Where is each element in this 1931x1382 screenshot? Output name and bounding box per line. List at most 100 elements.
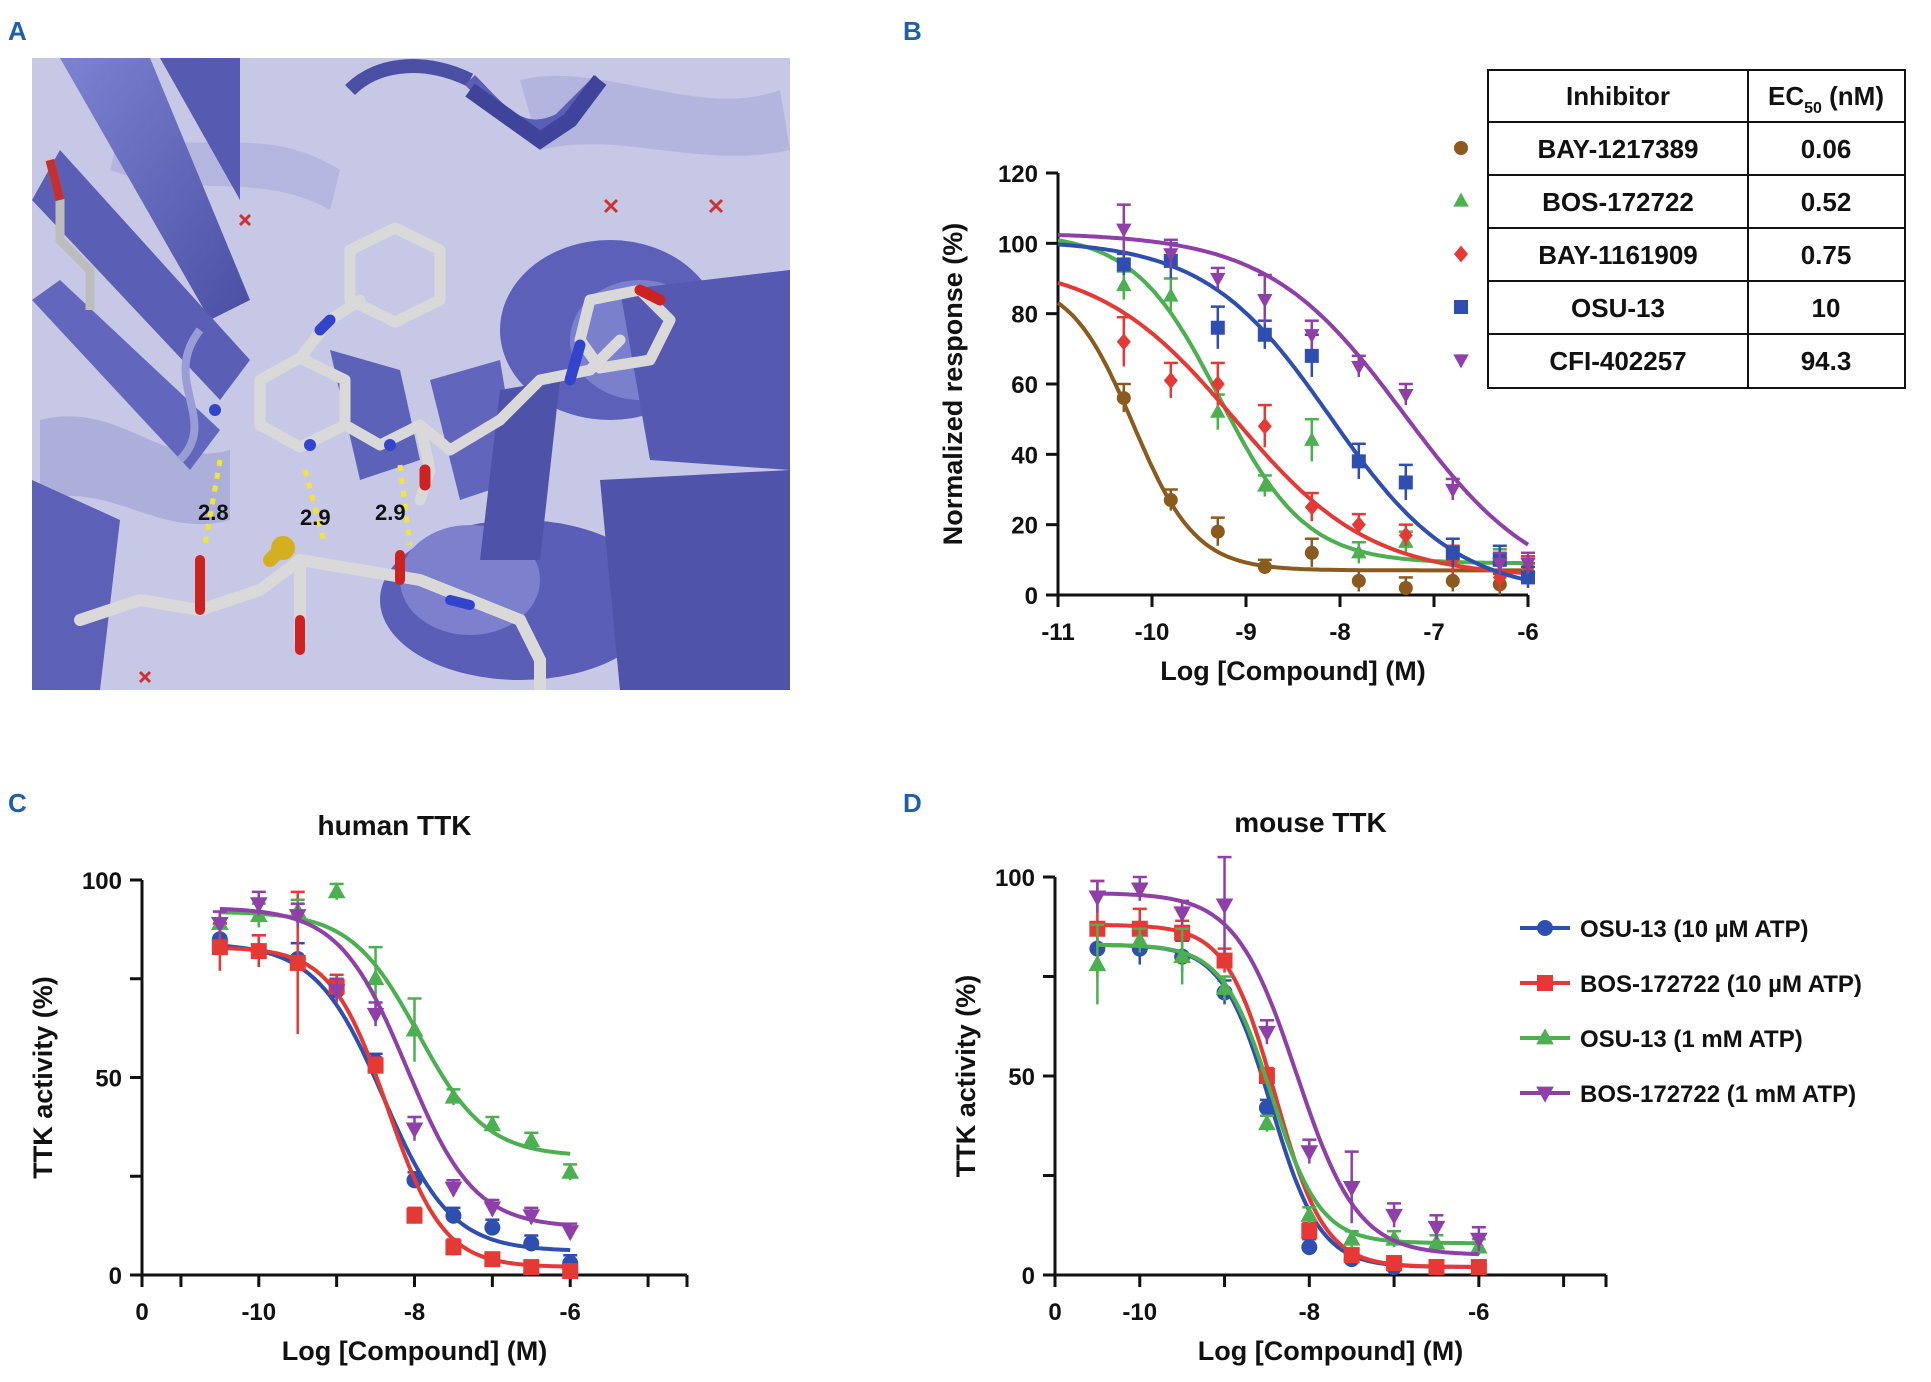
structure-image: 2.8 2.9 2.9 <box>32 58 790 690</box>
table-ec50-value: 0.75 <box>1801 240 1852 270</box>
chart-b-xtick-label: -10 <box>1135 619 1170 646</box>
chart-d-series-0 <box>1089 931 1487 1276</box>
legend-marker <box>1537 920 1553 936</box>
chart-d-data-point <box>1088 890 1107 907</box>
chart-d-data-point <box>1342 1229 1361 1246</box>
table-inhibitor-name: BAY-1161909 <box>1538 240 1698 270</box>
chart-d-xtick-label: -6 <box>1468 1299 1489 1326</box>
chart-c-data-point <box>523 1259 540 1276</box>
panel-label-b: B <box>903 16 922 46</box>
chart-d-ytick-label: 0 <box>1022 1263 1035 1290</box>
chart-b-ylabel: Normalized response (%) <box>938 223 968 546</box>
chart-b-data-point <box>1163 287 1179 302</box>
chart-c-data-point <box>405 1020 424 1037</box>
chart-d-xlabel: Log [Compound] (M) <box>1198 1336 1463 1366</box>
chart-d-data-point <box>1130 882 1149 899</box>
chart-d-ytick-label: 100 <box>995 865 1035 892</box>
beta-strand-1 <box>60 58 250 320</box>
chart-d-data-point <box>1470 1232 1488 1249</box>
chart-b-data-point <box>1351 573 1366 588</box>
chart-d-ylabel: TTK activity (%) <box>951 975 981 1178</box>
legend-marker <box>1536 1086 1554 1103</box>
panel-label-d: D <box>903 788 922 818</box>
chart-c-ylabel: TTK activity (%) <box>28 976 58 1179</box>
chart-b-xtick-label: -11 <box>1041 619 1074 646</box>
chart-b-data-point <box>1304 498 1319 516</box>
chart-d-xtick-label: -8 <box>1299 1299 1320 1326</box>
chart-d-data-point <box>1343 1247 1360 1264</box>
chart-c-data-point <box>366 969 385 986</box>
chart-b-ytick-label: 100 <box>998 231 1038 258</box>
chart-d-data-point <box>1342 1181 1361 1198</box>
chart-b-data-point <box>1257 294 1273 308</box>
chart-c-data-point <box>484 1251 501 1268</box>
chart-b-xlabel: Log [Compound] (M) <box>1160 656 1425 686</box>
distance-label-1: 2.8 <box>198 500 229 525</box>
table-inhibitor-name: OSU-13 <box>1571 293 1665 323</box>
chart-b: 0 20 40 60 80 100 120 -11 -10 -9 -8 -7 -6 Log [Compou… <box>938 161 1539 686</box>
chart-d-fit-line <box>1097 942 1479 1246</box>
distance-label-3: 2.9 <box>375 500 406 525</box>
chart-c-data-point <box>444 1087 463 1104</box>
chart-b-series-4 <box>1057 203 1536 574</box>
chart-d-data-point <box>1427 1233 1446 1250</box>
chart-c-series-3 <box>211 890 580 1242</box>
chart-c-data-point <box>406 1207 423 1224</box>
table-marker <box>1453 192 1469 207</box>
chart-b-series-1 <box>1057 238 1536 578</box>
chart-c-series-1 <box>211 890 579 1280</box>
chart-b-xtick-label: -8 <box>1329 619 1350 646</box>
table-ec50-value: 10 <box>1812 293 1841 323</box>
chart-b-data-point <box>1210 403 1226 418</box>
chart-d-data-point <box>1300 1145 1319 1162</box>
chart-c-data-point <box>327 984 346 1001</box>
chart-b-data-point <box>1116 391 1131 406</box>
legend-label: BOS-172722 (10 µM ATP) <box>1580 971 1862 998</box>
legend-label: OSU-13 (10 µM ATP) <box>1580 916 1809 943</box>
chart-b-data-point <box>1351 360 1367 375</box>
table-marker <box>1454 141 1468 155</box>
chart-c-data-point <box>211 917 229 934</box>
table-header-inhibitor: Inhibitor <box>1566 81 1670 111</box>
chart-b-data-point <box>1116 277 1132 292</box>
chart-b-data-point <box>1210 272 1226 287</box>
legend-label: OSU-13 (1 mM ATP) <box>1580 1026 1803 1053</box>
chart-b-data-point <box>1445 573 1460 588</box>
chart-c-data-point <box>288 909 307 926</box>
chart-d-data-point <box>1470 1259 1487 1276</box>
table-inhibitor-name: BAY-1217389 <box>1538 134 1699 164</box>
chart-c-xlabel: Log [Compound] (M) <box>282 1336 547 1366</box>
legend-marker <box>1536 1028 1554 1045</box>
chart-b-data-point <box>1163 248 1179 263</box>
chart-b-ytick-label: 0 <box>1025 583 1038 610</box>
chart-d-data-point <box>1300 1205 1319 1222</box>
table-header-ec50: EC50 (nM) <box>1768 81 1884 117</box>
chart-b-data-point <box>1351 544 1367 559</box>
chart-c-data-point <box>444 1181 463 1198</box>
chart-d-series-3 <box>1088 855 1488 1257</box>
chart-c-data-point <box>289 954 306 971</box>
chart-d-title: mouse TTK <box>1234 807 1386 838</box>
chart-c-data-point <box>522 1131 541 1148</box>
chart-b-data-point <box>1210 524 1225 539</box>
chart-c-ytick-label: 0 <box>109 1263 122 1290</box>
chart-b-ytick-label: 80 <box>1011 302 1038 329</box>
chart-b-data-point <box>1257 477 1273 492</box>
hydrogen-bonds <box>202 459 413 546</box>
chart-c-fit-line <box>219 910 571 1156</box>
table-marker <box>1454 300 1468 314</box>
table-header-ec: EC <box>1768 81 1804 111</box>
chart-b-xtick-label: -6 <box>1517 619 1538 646</box>
table-marker <box>1454 245 1468 263</box>
chart-d-data-point <box>1258 1099 1275 1116</box>
legend-d: OSU-13 (10 µM ATP) BOS-172722 (10 µM ATP)… <box>1520 916 1862 1108</box>
chart-b-data-point <box>1492 557 1508 572</box>
table-header-unit: (nM) <box>1822 81 1884 111</box>
chart-b-data-point <box>1304 431 1320 446</box>
chart-d-data-point <box>1130 931 1149 948</box>
panel-label-a: A <box>8 16 27 46</box>
chart-c-data-point <box>562 1263 579 1280</box>
chart-b-ytick-label: 20 <box>1011 513 1038 540</box>
chart-b-fit-line <box>1057 280 1529 576</box>
chart-b-data-point <box>1304 545 1319 560</box>
